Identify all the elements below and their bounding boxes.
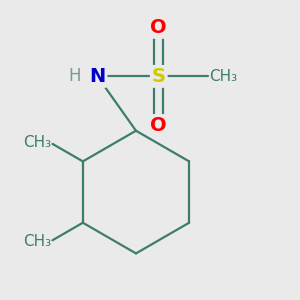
Text: CH₃: CH₃ [23,234,51,249]
Text: O: O [151,116,167,135]
Text: CH₃: CH₃ [210,69,238,84]
Text: O: O [151,18,167,37]
Text: H: H [68,68,81,85]
Text: CH₃: CH₃ [23,135,51,150]
Text: S: S [152,67,166,86]
Text: N: N [89,67,106,86]
